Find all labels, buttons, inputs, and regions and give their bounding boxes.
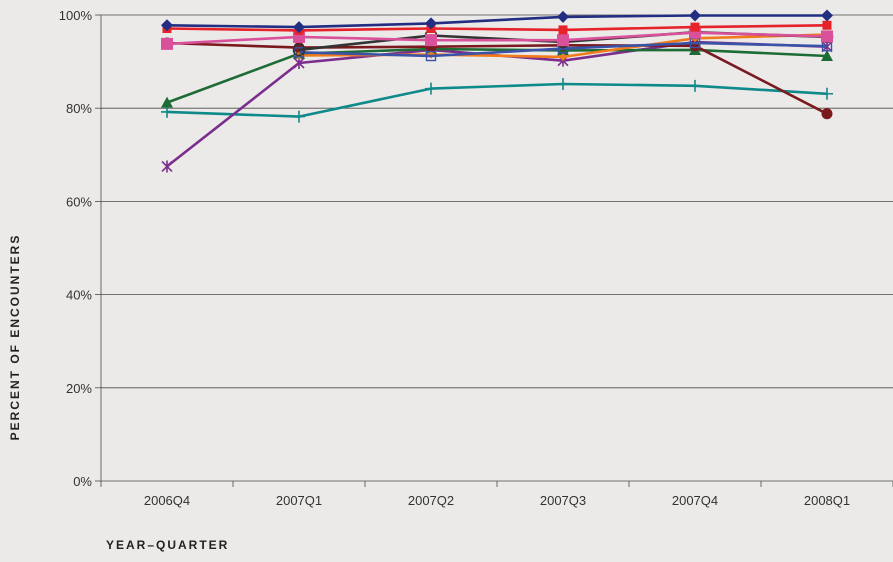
y-axis-title: PERCENT OF ENCOUNTERS bbox=[8, 234, 22, 441]
data-point bbox=[161, 105, 173, 118]
data-point bbox=[161, 37, 173, 50]
data-point bbox=[689, 9, 701, 22]
x-tick-label: 2007Q1 bbox=[276, 493, 322, 508]
series-line bbox=[166, 14, 827, 29]
data-point bbox=[821, 108, 833, 120]
series-line bbox=[298, 41, 828, 58]
series-9 bbox=[161, 9, 833, 34]
series-line bbox=[166, 24, 828, 32]
data-point bbox=[689, 79, 701, 92]
series-line bbox=[166, 47, 828, 104]
data-point bbox=[822, 20, 832, 30]
x-tick-label: 2007Q2 bbox=[408, 493, 454, 508]
data-point bbox=[821, 87, 833, 100]
y-tick-label: 100% bbox=[59, 8, 93, 23]
series-line bbox=[166, 41, 828, 115]
series-line bbox=[166, 40, 828, 168]
data-point bbox=[557, 77, 569, 90]
y-tick-labels: 0% 20% 40% 60% 80% 100% bbox=[59, 8, 93, 489]
data-point bbox=[821, 50, 833, 62]
series-0 bbox=[161, 77, 833, 123]
y-tick-label: 0% bbox=[73, 474, 92, 489]
data-point bbox=[292, 43, 306, 57]
data-point bbox=[821, 30, 833, 43]
y-tick-label: 80% bbox=[66, 101, 92, 116]
x-tick-label: 2007Q3 bbox=[540, 493, 586, 508]
data-point bbox=[690, 22, 700, 32]
data-point bbox=[557, 34, 569, 47]
data-point bbox=[559, 52, 567, 61]
data-point bbox=[161, 96, 173, 108]
data-point bbox=[161, 19, 173, 32]
axes bbox=[95, 14, 893, 487]
x-tick-label: 2006Q4 bbox=[144, 493, 190, 508]
series-lines bbox=[161, 9, 834, 173]
x-tick-label: 2007Q4 bbox=[672, 493, 718, 508]
data-point bbox=[557, 10, 569, 23]
y-tick-label: 20% bbox=[66, 381, 92, 396]
data-point bbox=[161, 160, 173, 173]
x-tick-labels: 2006Q4 2007Q1 2007Q2 2007Q3 2007Q4 2008Q1 bbox=[144, 493, 850, 508]
series-line bbox=[166, 82, 828, 118]
data-point bbox=[425, 34, 437, 47]
x-tick-label: 2008Q1 bbox=[804, 493, 850, 508]
data-point bbox=[293, 110, 305, 123]
data-point bbox=[293, 21, 305, 34]
data-point bbox=[558, 25, 568, 35]
x-axis-title: YEAR–QUARTER bbox=[106, 538, 229, 552]
data-point bbox=[821, 9, 833, 22]
data-point bbox=[425, 82, 437, 95]
series-line bbox=[166, 31, 828, 46]
data-point bbox=[425, 50, 437, 62]
gridlines bbox=[101, 14, 893, 389]
y-tick-label: 40% bbox=[66, 288, 92, 303]
data-point bbox=[425, 17, 437, 30]
y-tick-label: 60% bbox=[66, 194, 92, 209]
